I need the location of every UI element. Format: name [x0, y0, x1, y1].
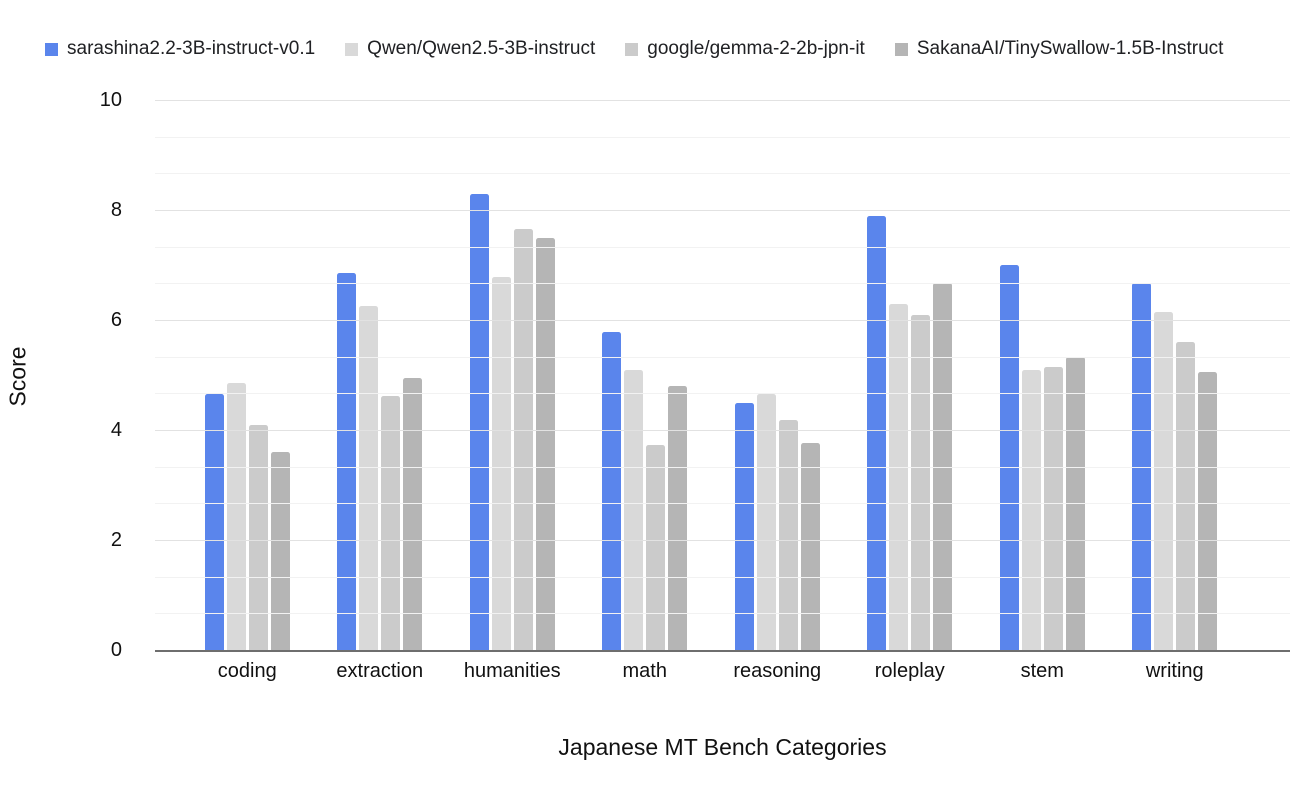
bar [933, 283, 953, 650]
x-tick-label: writing [1145, 660, 1204, 682]
bar-group-reasoning [711, 100, 844, 650]
x-tick-label: stem [1020, 660, 1064, 682]
gridline-minor [155, 393, 1290, 395]
bar [1176, 342, 1196, 650]
x-tick-label: humanities [463, 660, 561, 682]
bar [535, 237, 555, 650]
gridline-minor [155, 136, 1290, 138]
bar [337, 273, 357, 650]
gridline-major [155, 320, 1290, 321]
legend-swatch-icon [45, 42, 58, 56]
gridline-major [155, 210, 1290, 211]
legend-item: SakanaAI/TinySwallow-1.5B-Instruct [894, 38, 1224, 60]
legend-label: SakanaAI/TinySwallow-1.5B-Instruct [916, 38, 1224, 59]
bar [513, 229, 533, 650]
x-axis-title: Japanese MT Bench Categories [558, 734, 887, 760]
x-tick-label: coding [217, 660, 277, 682]
bar [602, 332, 622, 650]
bar-group-stem [976, 100, 1109, 650]
gridline-minor [155, 466, 1290, 468]
bar [999, 265, 1019, 650]
plot-area [155, 100, 1290, 652]
bar-group-roleplay [844, 100, 977, 650]
bar [491, 277, 511, 650]
legend-swatch-icon [345, 42, 359, 56]
y-tick-label: 10 [99, 89, 122, 111]
legend-swatch-icon [625, 42, 639, 56]
gridline-minor [155, 503, 1290, 505]
gridline-major [155, 100, 1290, 101]
bar [469, 193, 489, 650]
y-tick-label: 0 [110, 639, 122, 661]
bar [1198, 372, 1218, 650]
y-axis-ticks: 0 2 4 6 8 10 [0, 89, 140, 661]
gridline-major [155, 430, 1290, 431]
legend-label: google/gemma-2-2b-jpn-it [647, 38, 865, 59]
gridline-minor [155, 576, 1290, 578]
bar [889, 303, 909, 650]
gridline-minor [155, 613, 1290, 615]
gridline-minor [155, 356, 1290, 358]
bar [248, 424, 268, 650]
chart-legend: sarashina2.2-3B-instruct-v0.1 Qwen/Qwen2.… [45, 38, 1223, 60]
bar-group-writing [1109, 100, 1242, 650]
bar [204, 394, 224, 650]
bar [800, 442, 820, 650]
legend-item: Qwen/Qwen2.5-3B-instruct [345, 38, 595, 60]
bar [646, 445, 666, 650]
bar [381, 395, 401, 650]
y-tick-label: 8 [110, 199, 122, 221]
bar [359, 306, 379, 650]
legend-item: sarashina2.2-3B-instruct-v0.1 [45, 38, 315, 60]
x-axis-labels: coding extraction humanities math reasoning r… [155, 660, 1290, 683]
bar-groups [155, 100, 1290, 650]
bar-group-math [579, 100, 712, 650]
x-tick-label: math [622, 660, 667, 682]
bar [911, 314, 931, 650]
bar [403, 377, 423, 650]
bar [1132, 283, 1152, 650]
bar-group-humanities [446, 100, 579, 650]
bar-group-extraction [314, 100, 447, 650]
gridline-major [155, 540, 1290, 541]
bar [1021, 369, 1041, 650]
bar [734, 402, 754, 650]
bar-group-coding [181, 100, 314, 650]
bar [1154, 311, 1174, 650]
x-tick-label: reasoning [733, 660, 822, 682]
bar [867, 215, 887, 650]
y-tick-label: 6 [110, 309, 122, 331]
gridline-minor [155, 173, 1290, 175]
bar [226, 383, 246, 650]
bar [624, 369, 644, 650]
legend-label: Qwen/Qwen2.5-3B-instruct [367, 38, 596, 59]
bar [270, 452, 290, 650]
x-tick-label: extraction [336, 660, 424, 682]
gridline-minor [155, 246, 1290, 248]
bar [756, 394, 776, 650]
y-tick-label: 2 [110, 529, 122, 551]
legend-swatch-icon [894, 42, 908, 56]
x-tick-label: roleplay [874, 660, 945, 682]
bar [1043, 366, 1063, 650]
y-tick-label: 4 [110, 419, 122, 441]
bar [778, 420, 798, 650]
gridline-minor [155, 283, 1290, 285]
legend-label: sarashina2.2-3B-instruct-v0.1 [67, 38, 316, 59]
legend-item: google/gemma-2-2b-jpn-it [625, 38, 865, 60]
bar [668, 386, 688, 650]
